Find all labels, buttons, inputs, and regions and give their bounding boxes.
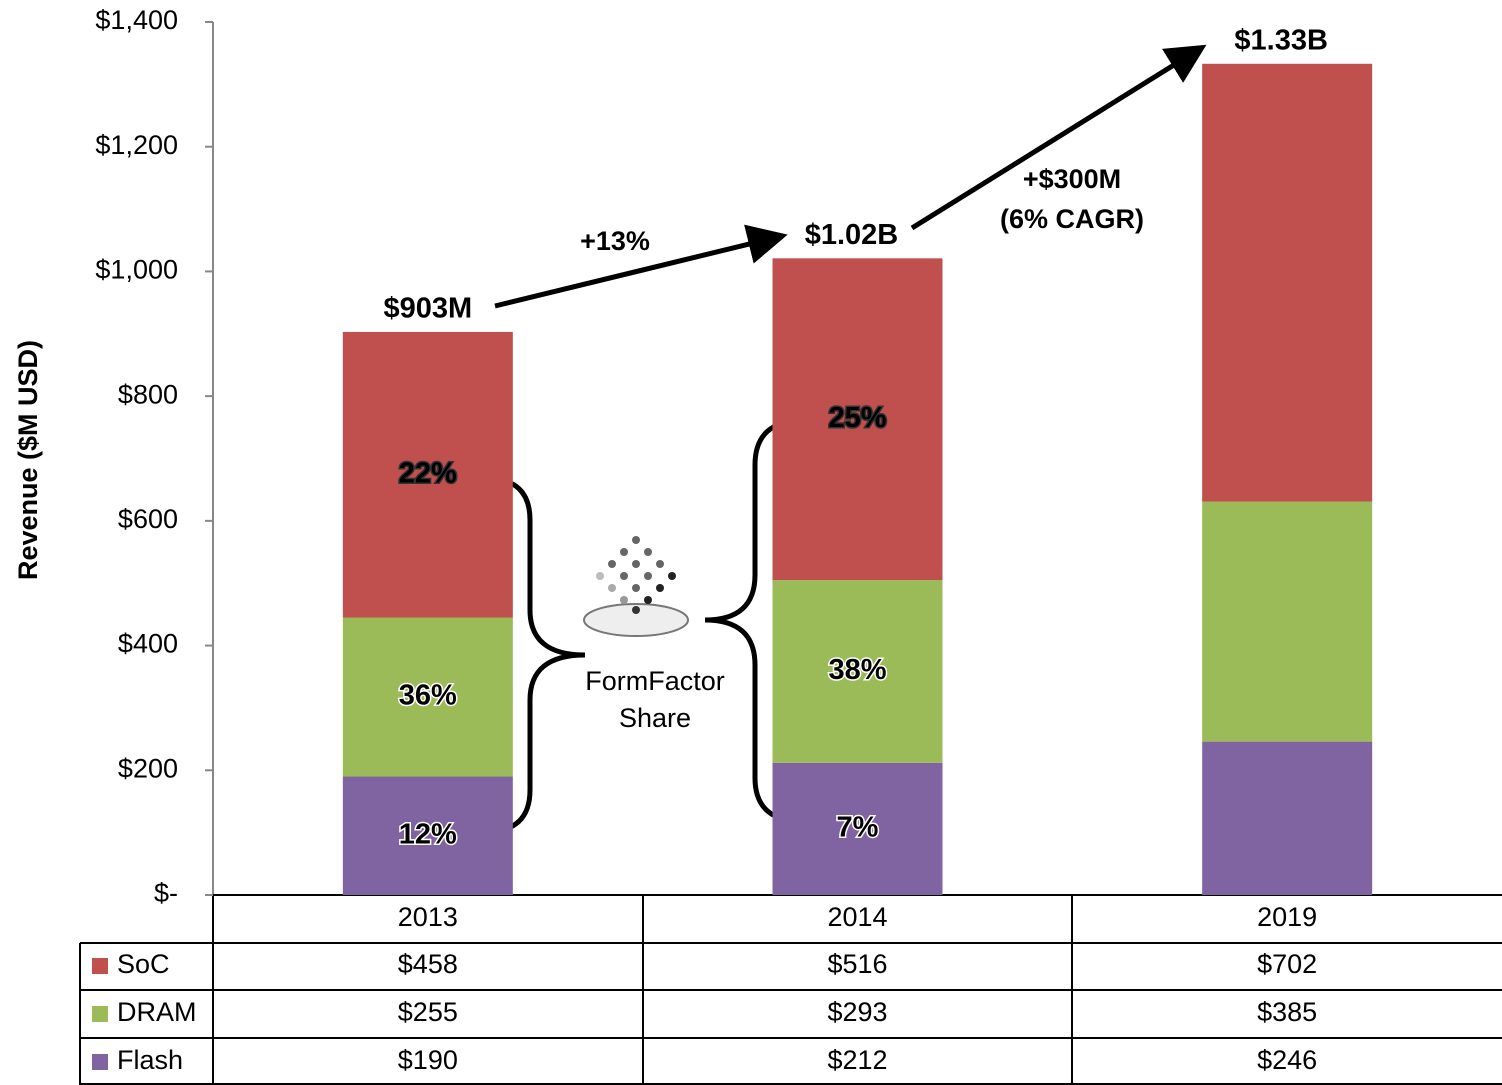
y-tick-label: $400 <box>118 629 178 659</box>
table-value: $458 <box>398 949 458 979</box>
bar-segment <box>772 258 943 581</box>
share-label: 12% <box>399 818 457 850</box>
y-tick-label: $200 <box>118 753 178 783</box>
y-tick-label: $- <box>154 878 178 908</box>
bar-segment <box>342 776 513 895</box>
category-label: 2019 <box>1257 902 1317 932</box>
bar-segment <box>772 580 943 763</box>
bar-segment <box>1202 741 1373 895</box>
growth-arrow <box>494 224 788 309</box>
share-label: 38% <box>828 654 886 686</box>
growth-label: +$300M <box>1023 164 1121 194</box>
category-label: 2014 <box>827 902 887 932</box>
table-value: $702 <box>1257 949 1317 979</box>
bar-segment <box>1202 63 1373 502</box>
share-brace <box>704 417 806 825</box>
share-label: 7% <box>837 812 879 844</box>
legend-swatch <box>92 1006 108 1022</box>
legend-label: SoC <box>117 949 170 979</box>
total-label: $1.02B <box>805 219 899 251</box>
y-tick-label: $1,200 <box>95 130 178 160</box>
table-value: $385 <box>1257 997 1317 1027</box>
table-value: $246 <box>1257 1045 1317 1075</box>
bar-segment <box>772 762 943 895</box>
share-label: 22% <box>399 457 457 489</box>
share-brace <box>484 475 586 835</box>
y-tick-label: $600 <box>118 504 178 534</box>
category-label: 2013 <box>398 902 458 932</box>
table-value: $255 <box>398 997 458 1027</box>
table-value: $293 <box>827 997 887 1027</box>
bar-segment <box>342 331 513 618</box>
growth-arrow <box>910 44 1207 231</box>
table-value: $516 <box>827 949 887 979</box>
legend-swatch <box>92 1054 108 1070</box>
formfactor-logo <box>583 536 689 637</box>
share-title: Share <box>619 703 691 733</box>
data-table-grid <box>79 894 1502 1085</box>
growth-label: +13% <box>580 226 650 256</box>
legend-label: Flash <box>117 1045 183 1075</box>
table-value: $212 <box>827 1045 887 1075</box>
y-tick-label: $800 <box>118 379 178 409</box>
growth-label: (6% CAGR) <box>1000 204 1144 234</box>
share-title: FormFactor <box>585 666 725 696</box>
bar-segment <box>1202 501 1373 742</box>
table-value: $190 <box>398 1045 458 1075</box>
total-label: $903M <box>383 293 472 325</box>
total-label: $1.33B <box>1234 24 1328 56</box>
y-axis-label: Revenue ($M USD) <box>13 340 43 580</box>
share-label: 25% <box>828 402 886 434</box>
legend-label: DRAM <box>117 997 197 1027</box>
legend-swatch <box>92 958 108 974</box>
y-tick-label: $1,400 <box>95 5 178 35</box>
share-label: 36% <box>399 680 457 712</box>
y-tick-label: $1,000 <box>95 255 178 285</box>
bar-segment <box>342 617 513 777</box>
